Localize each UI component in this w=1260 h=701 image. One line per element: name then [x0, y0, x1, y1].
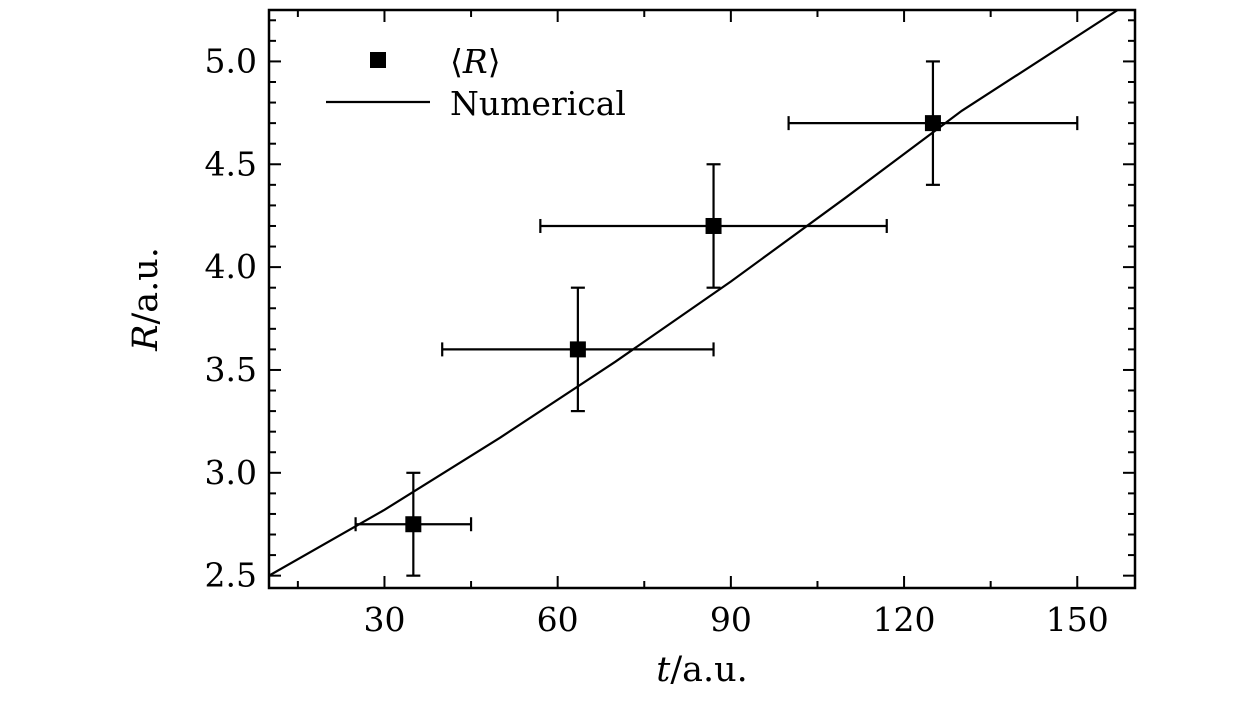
legend-label-mean-r: ⟨R⟩ — [450, 42, 501, 81]
y-tick-label: 4.0 — [205, 247, 257, 286]
data-point-marker — [569, 341, 586, 358]
data-point-marker — [705, 217, 722, 234]
y-tick-label: 3.5 — [205, 350, 257, 389]
axis-titles: t/a.u. R/a.u. — [126, 247, 748, 690]
legend: ⟨R⟩Numerical — [326, 42, 626, 123]
x-tick-label: 60 — [537, 600, 579, 639]
numerical-line — [269, 10, 1119, 577]
x-tick-label: 90 — [710, 600, 752, 639]
axes: 30 60 90 120 150 2.5 3.0 3.5 4.0 4.5 5.0 — [205, 8, 1137, 639]
plot-area — [269, 10, 1119, 577]
x-axis-title: t/a.u. — [656, 650, 748, 690]
y-tick-label: 4.5 — [205, 144, 257, 183]
data-point-group — [354, 471, 473, 577]
data-point-marker — [924, 115, 941, 132]
y-tick-label: 2.5 — [205, 556, 257, 595]
x-tick-label: 30 — [363, 600, 405, 639]
x-tick-label: 120 — [873, 600, 936, 639]
data-point-group — [787, 60, 1079, 186]
data-point-marker — [405, 516, 422, 533]
y-tick-label: 3.0 — [205, 453, 257, 492]
plot-frame — [267, 8, 1137, 590]
y-tick-label: 5.0 — [205, 41, 257, 80]
x-tick-label: 150 — [1046, 600, 1109, 639]
y-axis-title: R/a.u. — [126, 247, 166, 352]
legend-marker-square — [370, 52, 386, 68]
data-point-group — [539, 163, 888, 289]
legend-label-numerical: Numerical — [450, 84, 626, 123]
data-point-group — [441, 286, 715, 413]
